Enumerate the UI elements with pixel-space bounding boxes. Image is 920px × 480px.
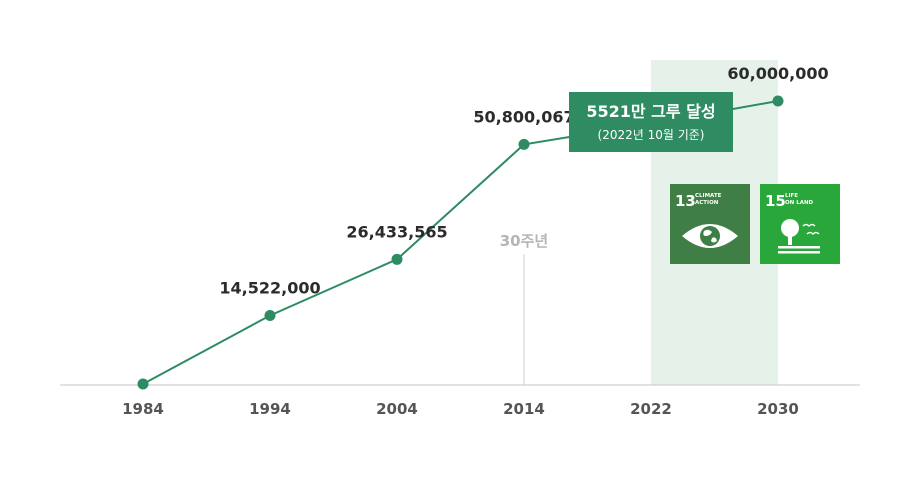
anniversary-label: 30주년 — [500, 232, 548, 250]
data-label-2030: 60,000,000 — [727, 64, 828, 83]
data-label-1994: 14,522,000 — [219, 279, 320, 298]
x-tick-1984: 1984 — [122, 400, 164, 418]
data-label-2014: 50,800,067 — [473, 107, 574, 126]
tree-birds-icon — [778, 219, 820, 254]
achievement-callout: 5521만 그루 달성 (2022년 10월 기준) — [569, 92, 733, 152]
x-tick-2014: 2014 — [503, 400, 545, 418]
x-tick-2004: 2004 — [376, 400, 418, 418]
eye-globe-icon — [682, 224, 738, 248]
data-point-1984 — [137, 378, 149, 390]
data-point-2030 — [772, 95, 784, 107]
data-point-2004 — [391, 253, 403, 265]
sdg-13-badge: 13 CLIMATE ACTION — [670, 184, 750, 264]
sdg-15-badge: 15 LIFE ON LAND — [760, 184, 840, 264]
sdg-15-line2: ON LAND — [785, 200, 814, 206]
x-tick-1994: 1994 — [249, 400, 291, 418]
data-point-2014 — [518, 138, 530, 150]
data-labels: 14,522,000 26,433,565 50,800,067 60,000,000 — [219, 64, 828, 298]
data-point-1994 — [264, 310, 276, 322]
data-label-2004: 26,433,565 — [346, 222, 447, 241]
sdg-13-number: 13 — [675, 192, 696, 210]
sdg-15-line1: LIFE — [785, 193, 798, 199]
sdg-13-line1: CLIMATE — [695, 193, 722, 199]
callout-subtitle: (2022년 10월 기준) — [598, 128, 705, 142]
sdg-15-background — [760, 184, 840, 264]
x-tick-2022: 2022 — [630, 400, 672, 418]
x-tick-labels: 1984 1994 2004 2014 2022 2030 — [122, 400, 799, 418]
callout-box — [569, 92, 733, 152]
callout-title: 5521만 그루 달성 — [586, 102, 715, 121]
x-tick-2030: 2030 — [757, 400, 799, 418]
sdg-13-line2: ACTION — [695, 200, 719, 206]
sdg-15-number: 15 — [765, 192, 786, 210]
